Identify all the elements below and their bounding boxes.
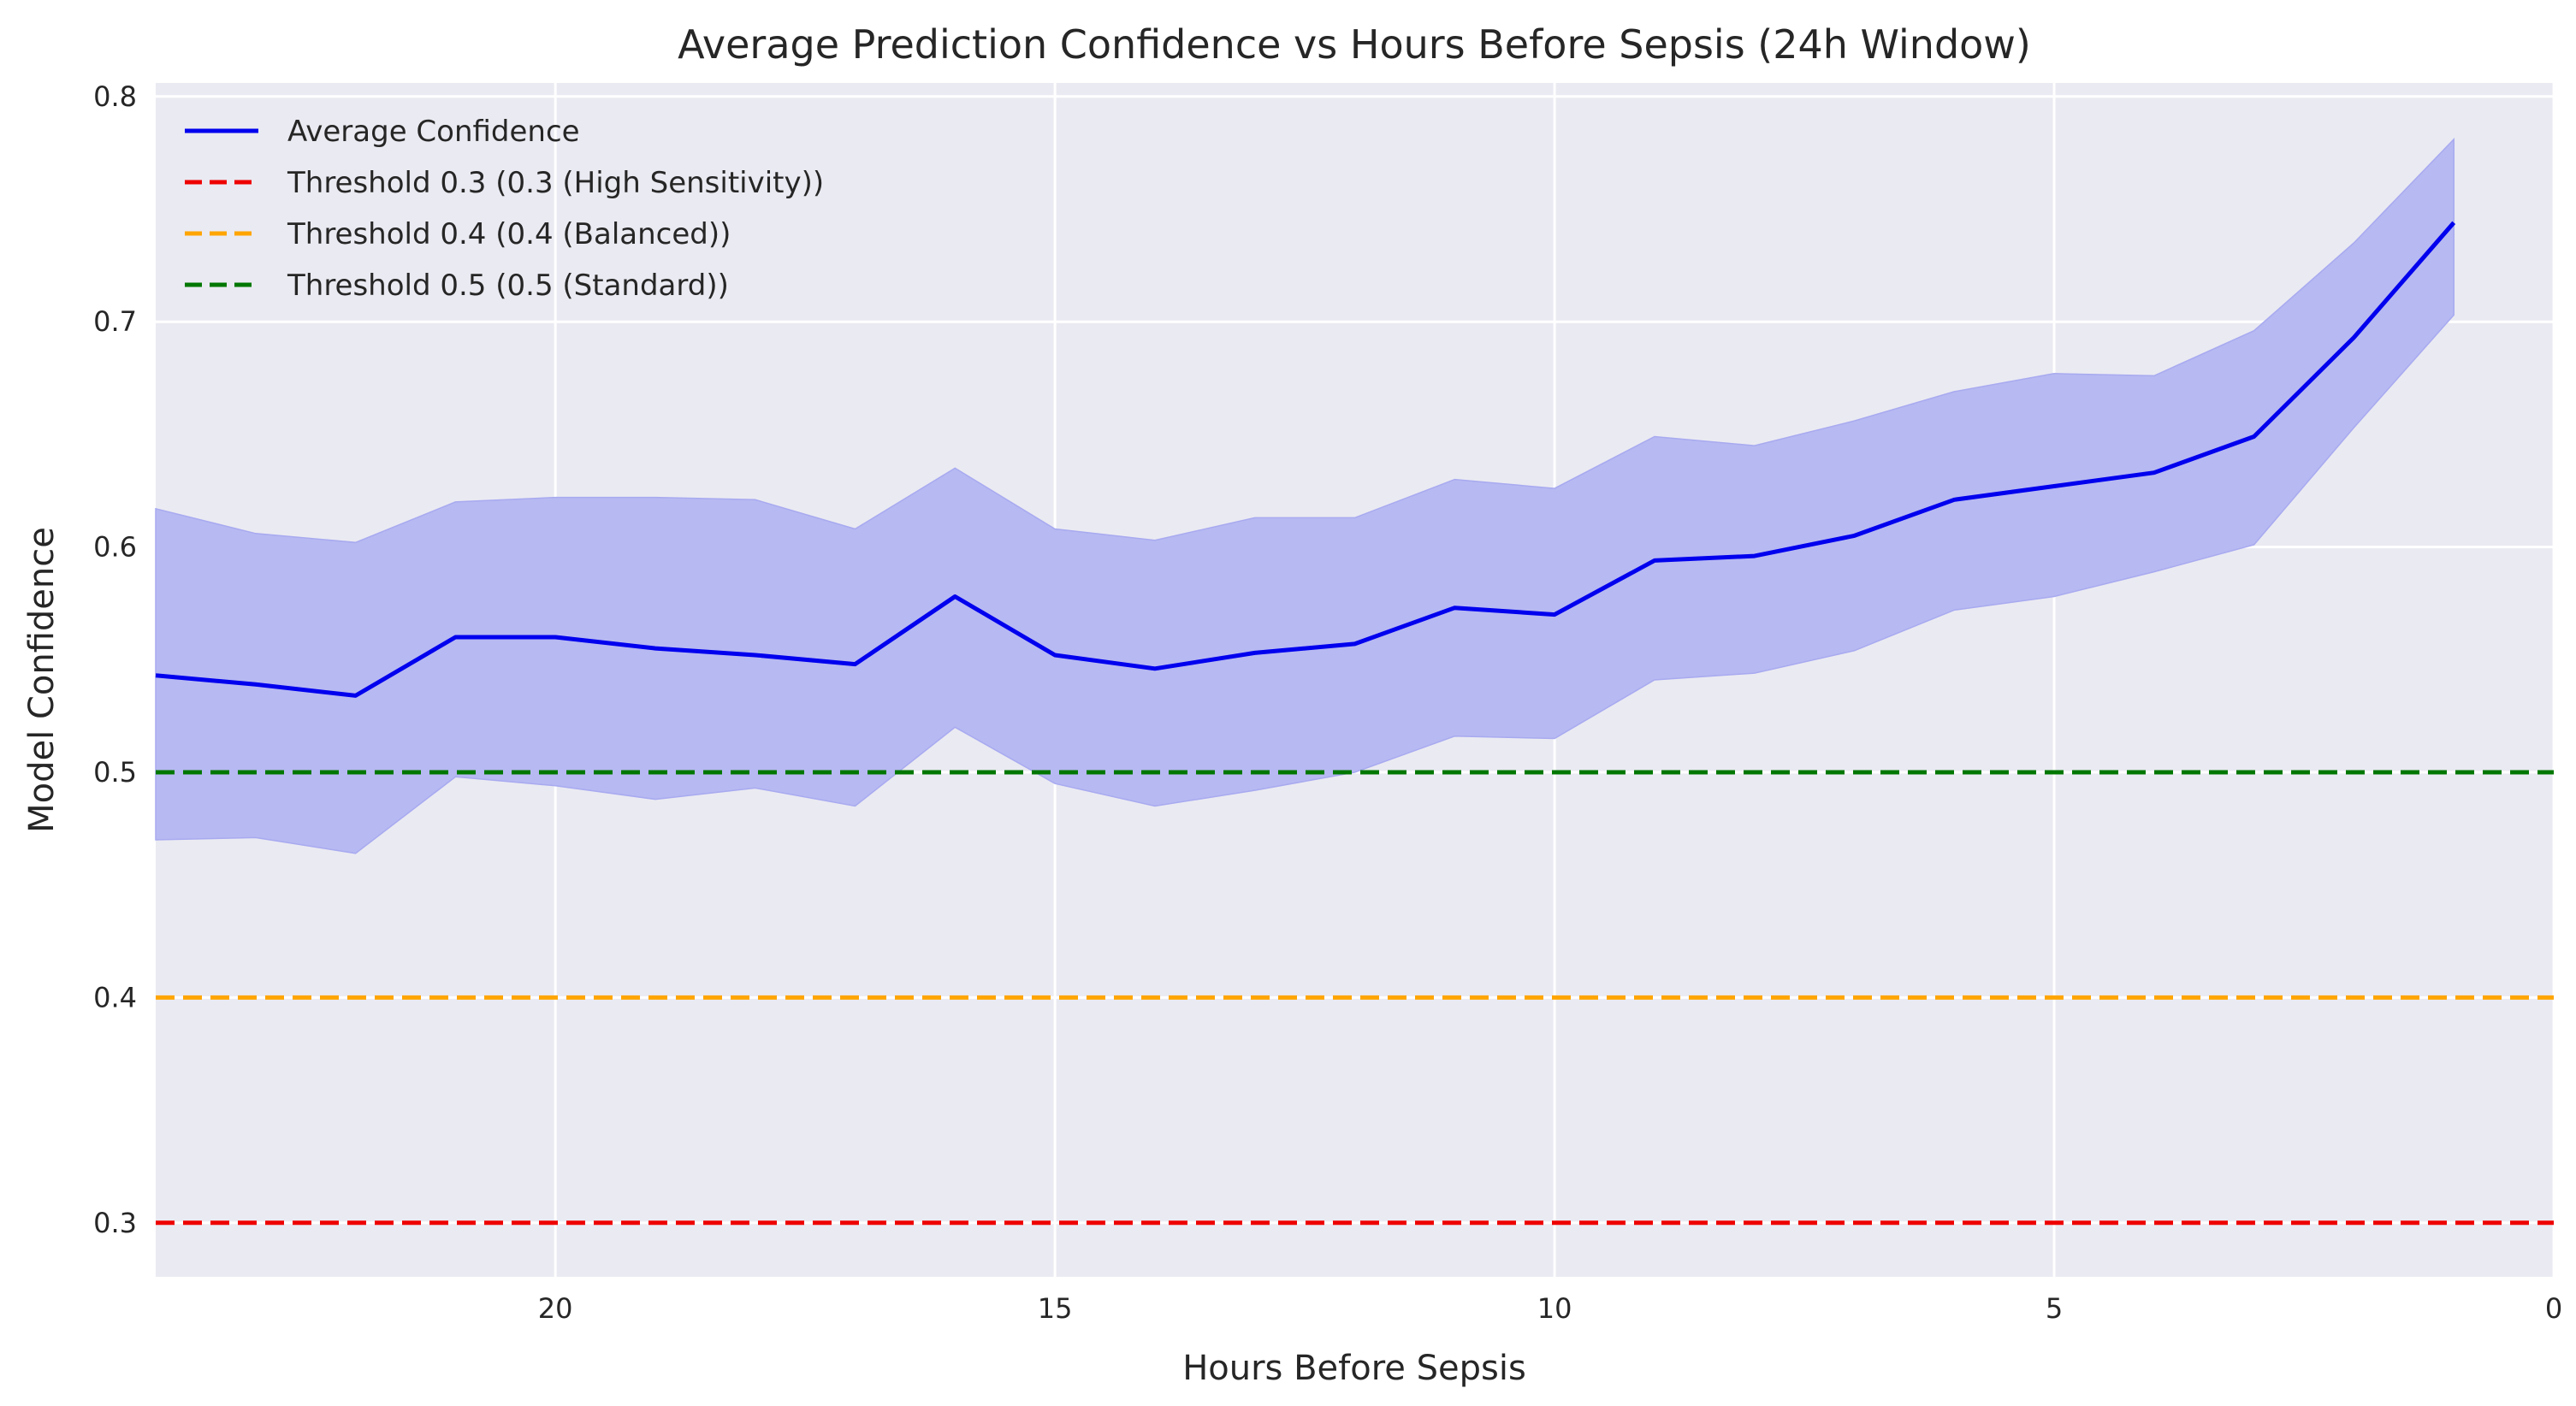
x-axis-label: Hours Before Sepsis [1182,1349,1526,1388]
x-tick-label: 10 [1537,1292,1572,1325]
legend-label: Threshold 0.3 (0.3 (High Sensitivity)) [287,166,824,200]
x-tick-label: 20 [538,1292,573,1325]
legend-label: Threshold 0.4 (0.4 (Balanced)) [287,217,731,251]
chart-title: Average Prediction Confidence vs Hours B… [678,21,2031,68]
x-tick-label: 0 [2545,1292,2562,1325]
x-axis-ticks: 20 15 10 5 0 [538,1292,2562,1325]
y-tick-label: 0.5 [93,756,137,789]
series-line-average-confidence [155,221,2456,698]
y-tick-label: 0.6 [93,531,137,564]
x-tick-label: 5 [2046,1292,2063,1325]
legend-label: Average Confidence [287,115,580,149]
y-axis-ticks: 0.3 0.4 0.5 0.6 0.7 0.8 [93,80,137,1239]
y-tick-label: 0.4 [93,981,137,1013]
y-tick-label: 0.7 [93,305,137,338]
threshold-lines [156,770,2554,1226]
legend-label: Threshold 0.5 (0.5 (Standard)) [287,269,729,303]
x-tick-label: 15 [1038,1292,1073,1325]
y-tick-label: 0.3 [93,1207,137,1239]
y-axis-label: Model Confidence [22,527,62,833]
legend: Average Confidence Threshold 0.3 (0.3 (Hi… [185,115,824,303]
confidence-band [155,137,2455,854]
y-tick-label: 0.8 [93,80,137,113]
